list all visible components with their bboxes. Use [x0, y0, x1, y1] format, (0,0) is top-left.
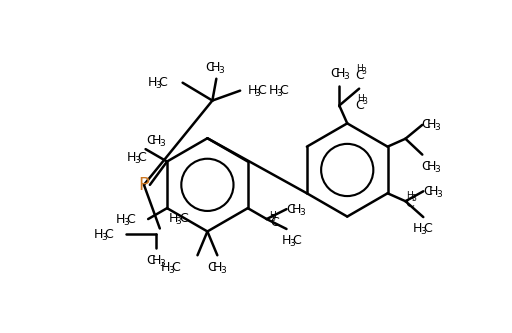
- Text: H: H: [169, 212, 178, 225]
- Text: 3: 3: [159, 139, 165, 148]
- Text: H: H: [269, 210, 276, 219]
- Text: 3: 3: [343, 72, 349, 81]
- Text: C: C: [179, 212, 188, 225]
- Text: C: C: [356, 99, 365, 112]
- Text: C: C: [172, 261, 180, 274]
- Text: 3: 3: [156, 81, 161, 90]
- Text: H: H: [152, 254, 161, 267]
- Text: C: C: [286, 203, 295, 216]
- Text: C: C: [158, 76, 167, 89]
- Text: H: H: [335, 67, 345, 80]
- Text: 3: 3: [436, 190, 441, 199]
- Text: H: H: [152, 134, 161, 147]
- Text: 3: 3: [270, 213, 275, 222]
- Text: 3: 3: [361, 67, 367, 76]
- Text: C: C: [355, 69, 364, 82]
- Text: 3: 3: [101, 233, 106, 242]
- Text: H: H: [357, 94, 364, 103]
- Text: C: C: [421, 118, 430, 131]
- Text: C: C: [270, 215, 279, 228]
- Text: 3: 3: [289, 239, 295, 248]
- Text: 3: 3: [168, 266, 174, 275]
- Text: P: P: [139, 176, 150, 194]
- Text: 3: 3: [134, 156, 140, 165]
- Text: C: C: [146, 254, 155, 267]
- Text: H: H: [426, 118, 436, 131]
- Text: H: H: [406, 191, 413, 200]
- Text: C: C: [423, 185, 432, 198]
- Text: 3: 3: [220, 266, 226, 275]
- Text: H: H: [161, 261, 170, 274]
- Text: C: C: [292, 234, 301, 247]
- Text: H: H: [426, 160, 436, 173]
- Text: C: C: [146, 134, 155, 147]
- Text: C: C: [258, 84, 266, 97]
- Text: C: C: [421, 160, 430, 173]
- Text: H: H: [94, 228, 103, 241]
- Text: H: H: [429, 185, 438, 198]
- Text: 3: 3: [123, 217, 129, 226]
- Text: 3: 3: [276, 89, 282, 98]
- Text: C: C: [207, 261, 216, 274]
- Text: 3: 3: [420, 227, 425, 236]
- Text: H: H: [210, 61, 220, 74]
- Text: 3: 3: [299, 207, 305, 216]
- Text: 3: 3: [434, 165, 440, 174]
- Text: 3: 3: [218, 66, 224, 75]
- Text: H: H: [269, 84, 279, 97]
- Text: H: H: [292, 203, 301, 216]
- Text: 3: 3: [434, 123, 440, 132]
- Text: 3: 3: [159, 259, 165, 268]
- Text: H: H: [413, 222, 422, 235]
- Text: C: C: [137, 151, 146, 164]
- Text: C: C: [330, 67, 339, 80]
- Text: H: H: [116, 212, 125, 225]
- Text: H: H: [148, 76, 158, 89]
- Text: C: C: [405, 197, 414, 210]
- Text: H: H: [356, 64, 362, 73]
- Text: C: C: [280, 84, 288, 97]
- Text: H: H: [127, 151, 136, 164]
- Text: 3: 3: [362, 97, 368, 106]
- Text: H: H: [247, 84, 257, 97]
- Text: C: C: [126, 212, 135, 225]
- Text: C: C: [205, 61, 214, 74]
- Text: C: C: [423, 222, 432, 235]
- Text: 3: 3: [254, 89, 261, 98]
- Text: H: H: [212, 261, 222, 274]
- Text: 3: 3: [176, 217, 182, 226]
- Text: 3: 3: [411, 194, 416, 203]
- Text: H: H: [282, 234, 291, 247]
- Text: C: C: [104, 228, 113, 241]
